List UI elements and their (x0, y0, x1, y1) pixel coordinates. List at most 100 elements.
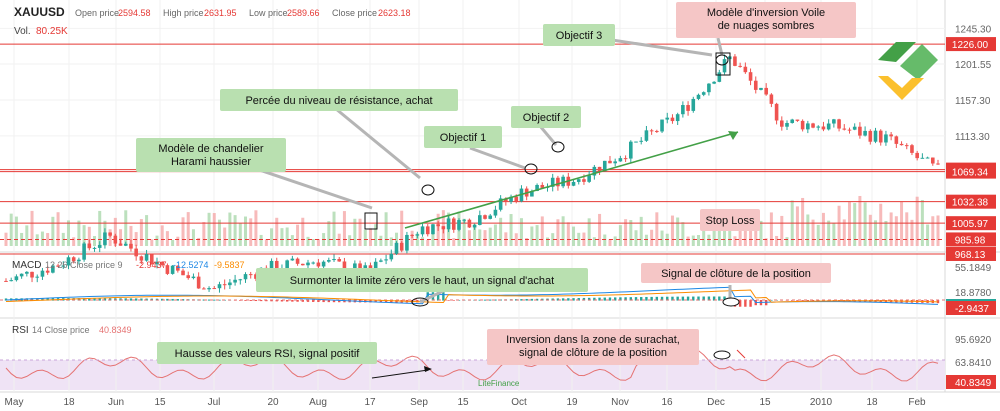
volume-bar (587, 218, 591, 246)
volume-bar (884, 220, 888, 246)
candle-body (196, 276, 201, 289)
macd-histogram-bar (686, 296, 690, 301)
price-level-value: 1069.34 (952, 168, 989, 179)
volume-bar (87, 226, 91, 246)
macd-histogram-bar (660, 296, 664, 301)
volume-bar (915, 196, 919, 246)
macd-histogram-bar (327, 300, 331, 303)
volume-bar (795, 206, 799, 246)
candle-body (9, 280, 14, 282)
candle-body (472, 224, 477, 228)
candle-body (936, 163, 940, 165)
macd-histogram-bar (244, 300, 247, 301)
price-level-value: 1032.38 (952, 198, 989, 209)
candle-body (19, 273, 24, 277)
volume-bar (889, 212, 893, 246)
volume-bar (296, 224, 300, 246)
macd-histogram-bar (587, 297, 591, 301)
macd-histogram-bar (280, 300, 284, 302)
volume-bar (316, 239, 320, 246)
candle-body (436, 224, 440, 227)
volume-bar (874, 220, 878, 246)
candle-body (748, 72, 753, 81)
candle-body (493, 209, 498, 216)
volume-bar (306, 236, 310, 246)
candle-body (176, 265, 180, 271)
volume-bar (910, 219, 914, 246)
volume-bar (660, 230, 664, 246)
volume-bar (493, 224, 497, 246)
macd-histogram-bar (343, 300, 346, 303)
rsi-close-arrow (736, 349, 746, 359)
volume-bar (618, 225, 622, 246)
macd-histogram-bar (124, 298, 127, 301)
candle-body (733, 56, 737, 66)
macd-histogram-bar (681, 296, 685, 301)
candle-body (274, 260, 279, 272)
candle-body (300, 263, 305, 266)
price-tick: 1157.30 (955, 96, 991, 107)
volume-bar (639, 216, 643, 246)
macd-histogram-bar (520, 299, 523, 301)
candle-body (61, 265, 66, 267)
breakout-annotation: Percée du niveau de résistance, achat (245, 95, 432, 107)
candle-body (852, 126, 857, 130)
candle-body (92, 247, 97, 249)
macd-histogram-bar (166, 298, 169, 301)
macd-buy-marker (411, 297, 429, 307)
volume-bar (9, 213, 13, 246)
macd-histogram-bar (801, 300, 804, 301)
volume-bar (879, 203, 883, 246)
dark-cloud-pointer (716, 37, 724, 56)
volume-bar (82, 225, 86, 246)
candle-body (686, 105, 690, 111)
macd-histogram-bar (489, 299, 492, 301)
symbol-label[interactable]: XAUUSD (14, 5, 65, 19)
candle-body (597, 166, 602, 172)
macd-histogram-bar (577, 298, 580, 301)
candle-body (420, 226, 425, 235)
volume-bar (561, 216, 565, 246)
volume-bar (233, 215, 237, 246)
volume-bar (415, 233, 419, 246)
candle-body (894, 136, 899, 144)
candle-body (613, 161, 617, 164)
macd-buy-annotation-box (256, 268, 588, 292)
macd-histogram-bar (426, 292, 429, 301)
volume-bar (842, 219, 846, 246)
candle-body (514, 196, 519, 202)
volume-bar (77, 220, 81, 246)
candle-body (764, 87, 768, 95)
candle-body (160, 261, 165, 266)
x-axis-label: 15 (759, 397, 771, 408)
macd-histogram-bar (369, 300, 372, 303)
price-level-tag (946, 164, 996, 179)
macd-histogram-bar (619, 297, 622, 301)
price-tick: 1201.55 (955, 60, 992, 71)
candle-body (681, 105, 685, 115)
candle-body (144, 254, 149, 261)
macd-histogram-bar (634, 297, 638, 301)
volume-bar (254, 210, 258, 246)
macd-label[interactable]: MACD (12, 260, 41, 271)
candle-body (40, 270, 45, 277)
candle-body (415, 234, 420, 236)
rsi-label[interactable]: RSI (12, 325, 29, 336)
obj1-pointer (469, 146, 526, 170)
price-level-value: 968.13 (955, 250, 986, 261)
macd-histogram-bar (707, 296, 711, 301)
candle-body (82, 243, 86, 260)
candle-body (399, 242, 404, 251)
price-level-value: 1226.00 (952, 40, 989, 51)
candle-body (826, 123, 831, 130)
candle-body (337, 259, 342, 262)
macd-histogram-bar (374, 300, 377, 303)
x-axis-label: 2010 (810, 397, 833, 408)
volume-bar (35, 234, 39, 246)
candle-body (441, 226, 446, 230)
candle-body (165, 265, 170, 274)
volume-bar (926, 224, 930, 246)
candle-body (14, 276, 19, 281)
volume-bar (681, 222, 685, 246)
volume-bar (905, 212, 909, 246)
